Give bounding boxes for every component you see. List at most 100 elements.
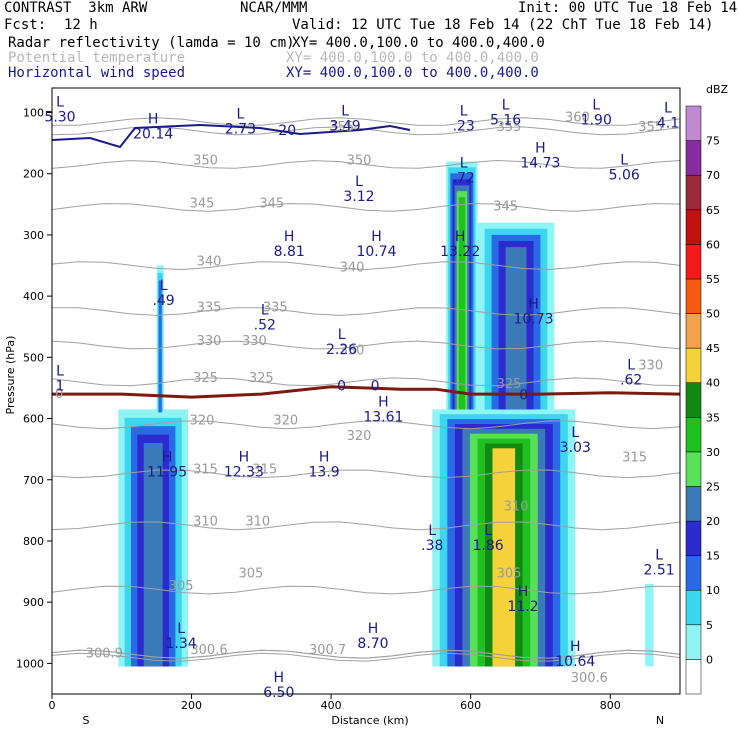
colorbar-tick-label: 45 [706, 342, 720, 355]
reflectivity-cell-5-level-1 [645, 583, 654, 667]
field3-name: Horizontal wind speed [8, 65, 186, 81]
extremum-type: L [261, 303, 269, 319]
extremum-type: L [236, 107, 244, 123]
extremum-value: 1 [56, 379, 65, 395]
y-tick-label: 900 [23, 596, 44, 609]
field2-name: Potential temperature [8, 50, 186, 66]
colorbar-band [685, 659, 702, 695]
extremum-value: 1.34 [166, 636, 197, 652]
contour-labels: 360 355 355 355 350 350 345 345 345 340 340 335 335 3… [44, 94, 679, 700]
y-tick-label: 200 [23, 168, 44, 181]
x-tick-label: 0 [49, 699, 56, 712]
extremum-type: H [368, 621, 379, 637]
theta-label: 335 [263, 300, 288, 315]
freezing-level-line [52, 385, 680, 399]
extremum-value: 13.22 [440, 244, 480, 260]
extremum-value: 5.30 [44, 109, 75, 125]
extremum-type: H [455, 229, 466, 245]
extremum-value: 2.51 [644, 562, 675, 578]
theta-label: 330 [340, 343, 365, 358]
colorbar-band [685, 209, 702, 245]
field2-xy: XY= 400.0,100.0 to 400.0,400.0 [286, 50, 539, 66]
extremum-type: H [148, 112, 159, 128]
colorbar-band [685, 520, 702, 556]
theta-label: 340 [197, 255, 222, 270]
extremum-type: L [620, 153, 628, 169]
theta-label: 335 [197, 300, 222, 315]
theta-label: 320 [190, 414, 215, 429]
extremum-type: L [338, 327, 346, 343]
theta-label: 330 [242, 334, 267, 349]
theta-label: 320 [273, 414, 298, 429]
extremum-value: 6.50 [263, 685, 294, 701]
extremum-type: L [664, 101, 672, 117]
wind-contour-label: 20 [278, 123, 296, 139]
theta-label: 300.6 [571, 671, 608, 686]
theta-label: 350 [347, 154, 372, 169]
extremum-value: 4.1 [657, 116, 679, 132]
theta-label: 300.7 [309, 643, 346, 658]
theta-contour-335 [52, 307, 680, 316]
reflectivity-cell-3-level-7 [458, 197, 466, 410]
wind-contours [52, 123, 411, 149]
extremum-type: L [355, 174, 363, 190]
y-tick-label: 500 [23, 351, 44, 364]
colorbar-tick-label: 50 [706, 308, 720, 321]
extremum-value: 3.12 [343, 189, 374, 205]
x-tick-label: 400 [321, 699, 342, 712]
theta-contour-345 [52, 203, 680, 212]
extremum-value: .72 [453, 171, 475, 187]
theta-label: 355 [497, 120, 522, 135]
theta-label: 325 [497, 377, 522, 392]
y-tick-label: 800 [23, 535, 44, 548]
extremum-type: H [274, 670, 285, 686]
theta-contour-360 [52, 117, 680, 126]
x-axis-title: Distance (km) [331, 714, 408, 727]
theta-label: 305 [497, 567, 522, 582]
field3-xy: XY= 400.0,100.0 to 400.0,400.0 [286, 65, 539, 81]
colorbar-tick-label: 15 [706, 550, 720, 563]
colorbar-band [685, 589, 702, 626]
extremum-value: 12.33 [224, 464, 264, 480]
extremum-value: 13.61 [363, 409, 403, 425]
extremum-type: L [655, 547, 663, 563]
colorbar-tick-label: 65 [706, 204, 720, 217]
extremum-type: L [627, 358, 635, 374]
theta-label: 345 [190, 196, 215, 211]
reflectivity-cell-2-level-9 [492, 448, 516, 667]
extremum-value: 11.2 [507, 599, 538, 615]
colorbar-band [685, 140, 702, 176]
theta-contour-315 [52, 469, 680, 479]
extremum-type: H [535, 140, 546, 156]
theta-label: 360 [565, 111, 590, 126]
colorbar-tick-label: 0 [706, 653, 713, 666]
colorbar-band [685, 244, 702, 280]
extremum-type: H [518, 584, 529, 600]
extremum-value: 2.26 [326, 342, 357, 358]
x-tick-label: 200 [181, 699, 202, 712]
theta-label: 315 [622, 450, 647, 465]
colorbar-band [685, 486, 702, 522]
extremum-value: 10.64 [555, 654, 595, 670]
extremum-value: .52 [254, 318, 276, 334]
fcst-label: Fcst: [4, 17, 47, 33]
extremum-value: .23 [453, 119, 475, 135]
extremum-type: L [502, 97, 510, 113]
colorbar-tick-label: 60 [706, 238, 720, 251]
y-tick-label: 300 [23, 229, 44, 242]
theta-label: 300.6 [190, 643, 227, 658]
colorbar-tick-label: 30 [706, 446, 720, 459]
freezing-level: 0 [52, 385, 680, 402]
x-end-north: N [656, 714, 664, 727]
init-time: Init: 00 UTC Tue 18 Feb 14 [518, 0, 738, 16]
extremum-type: H [570, 639, 581, 655]
extremum-value: .49 [152, 293, 174, 309]
extremum-value: 10.73 [513, 311, 553, 327]
theta-contour-325 [52, 377, 680, 387]
colorbar-band [685, 174, 702, 211]
theta-contour-330 [52, 340, 680, 350]
theta-contour-310 [52, 521, 680, 531]
theta-label: 320 [347, 429, 372, 444]
colorbar-tick-label: 40 [706, 377, 720, 390]
